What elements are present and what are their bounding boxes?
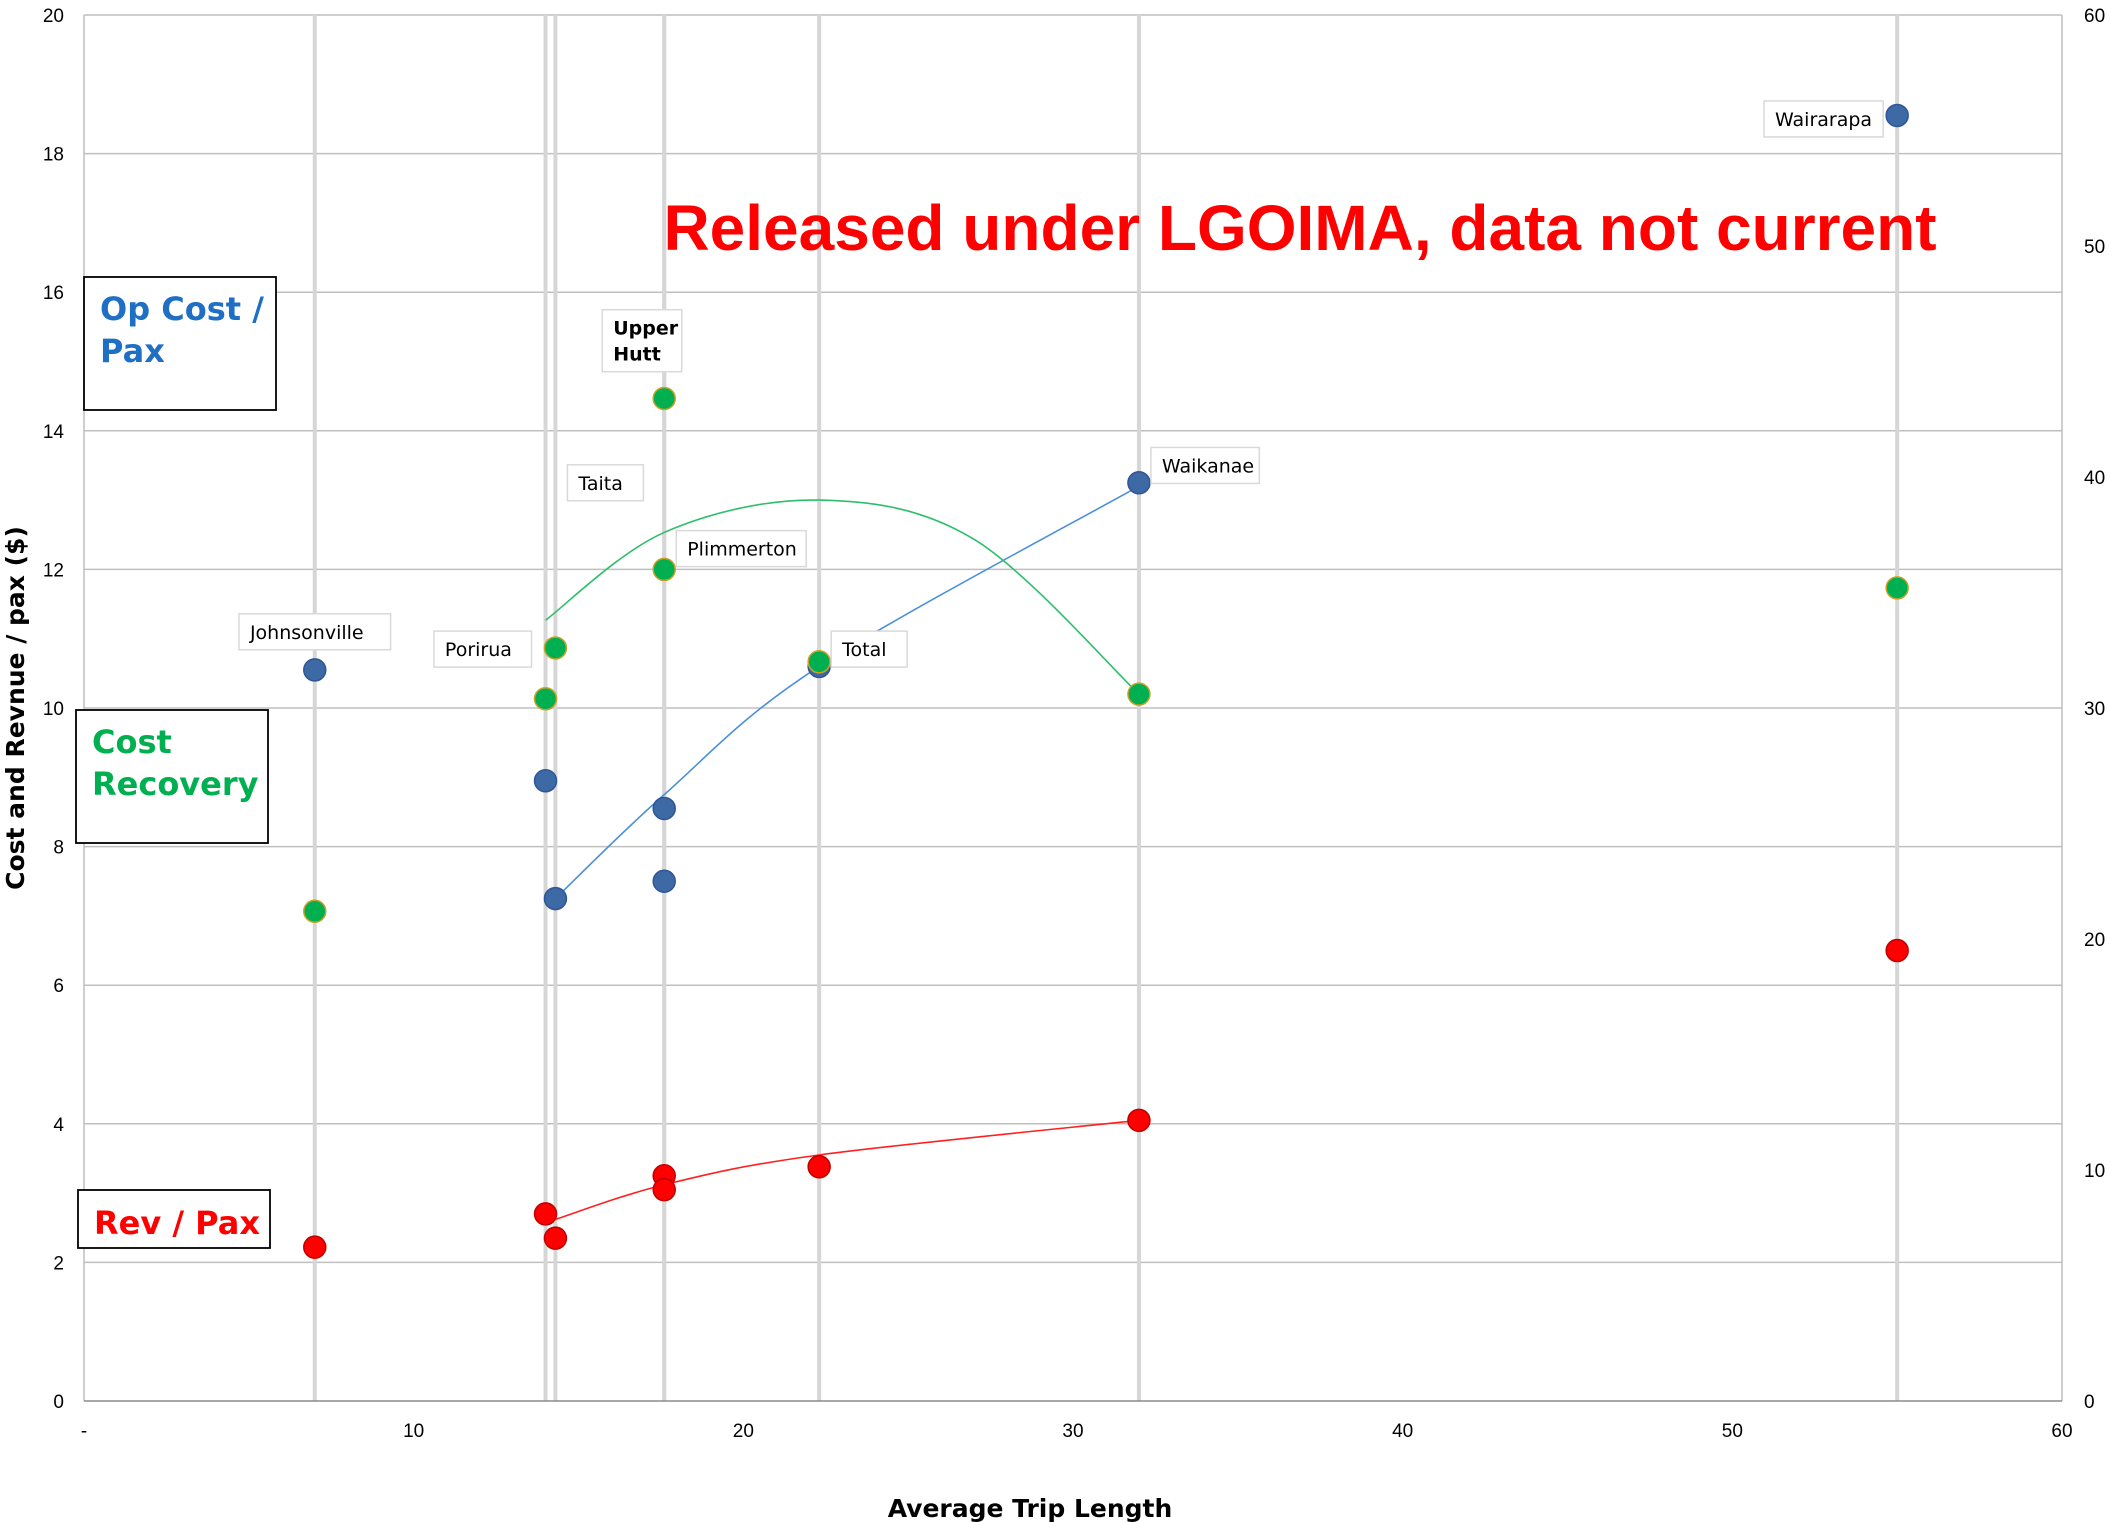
x-tick-label: 30: [1062, 1421, 1083, 1442]
x-tick-label: -: [81, 1421, 87, 1442]
point-op-cost-pax: [543, 886, 568, 911]
y-tick-label: 20: [43, 6, 64, 27]
x-tick-label: 40: [1392, 1421, 1413, 1442]
legend: Op Cost / Pax Cost Recovery Rev / Pax: [75, 276, 277, 1249]
point-cost-recovery: [652, 557, 676, 582]
legend-box: [77, 1189, 271, 1249]
point-rev-pax: [543, 1226, 568, 1250]
gridlines: [84, 14, 2062, 1264]
label-box: [238, 613, 392, 651]
label-taita: Taita: [566, 464, 645, 502]
trend-op-cost-pax: [554, 485, 1140, 900]
trend-cost-recovery: [545, 499, 1140, 695]
x-tick-label: 20: [733, 1421, 754, 1442]
y-tick-label: 18: [43, 145, 64, 166]
label-wairarapa: Wairarapa: [1763, 100, 1884, 138]
x-axis-title: Average Trip Length: [888, 1494, 1173, 1522]
y2-tick-label: 20: [2084, 930, 2105, 951]
label-text: Wairarapa: [1775, 109, 1872, 131]
data-points: [303, 103, 1909, 1259]
label-text: Porirua: [445, 639, 512, 661]
label-box: [1763, 100, 1884, 138]
y2-tick-label: 60: [2084, 6, 2105, 27]
y-tick-label: 0: [53, 1392, 64, 1413]
point-rev-pax: [303, 1235, 327, 1259]
y-tick-label: 2: [53, 1253, 64, 1274]
label-box: [675, 529, 807, 568]
point-op-cost-pax: [1885, 103, 1909, 128]
y-tick-label: 6: [53, 976, 64, 997]
legend-text: Rev / Pax: [94, 1204, 260, 1242]
trend-lines: [545, 485, 1140, 1221]
axes: 0 2 4 6 8 10 12 14 16 18 20 0 10 20 30 40 50 60 - 10 20 30 40 5…: [43, 6, 2105, 1442]
label-box: [830, 630, 908, 668]
label-text: Plimmerton: [687, 539, 797, 561]
legend-box: [83, 276, 277, 411]
point-rev-pax: [652, 1177, 676, 1202]
point-op-cost-pax: [533, 769, 558, 793]
y-tick-label: 14: [43, 422, 65, 443]
watermark-text: Released under LGOIMA, data not current: [663, 192, 1936, 264]
point-cost-recovery: [807, 650, 831, 674]
y-tick-label: 4: [53, 1115, 64, 1136]
station-vertical-lines: [312, 15, 1900, 1401]
point-cost-recovery: [652, 386, 676, 411]
label-plimmerton: Plimmerton: [675, 529, 807, 568]
point-cost-recovery: [1127, 682, 1151, 706]
label-text: Hutt: [613, 344, 661, 366]
legend-item-cost-recovery: Cost Recovery: [75, 709, 269, 844]
point-cost-recovery: [303, 899, 327, 924]
legend-box: [75, 709, 269, 844]
legend-item-op-cost-pax: Op Cost / Pax: [83, 276, 277, 411]
y-tick-label: 10: [43, 699, 64, 720]
label-text: Total: [841, 639, 886, 661]
y2-tick-label: 10: [2084, 1161, 2105, 1182]
label-porirua: Porirua: [433, 630, 533, 668]
label-text: Waikanae: [1162, 455, 1254, 477]
point-rev-pax: [1127, 1108, 1151, 1133]
trend-rev-pax: [555, 1119, 1140, 1221]
point-op-cost-pax: [303, 658, 327, 682]
y-tick-label: 16: [43, 283, 64, 304]
point-op-cost-pax: [652, 796, 676, 821]
point-cost-recovery: [1885, 576, 1909, 600]
legend-text: Op Cost /: [100, 290, 264, 328]
legend-text: Recovery: [92, 765, 259, 803]
point-rev-pax: [533, 1202, 558, 1226]
label-box: [433, 630, 533, 668]
y2-tick-label: 50: [2084, 237, 2105, 258]
point-rev-pax: [807, 1155, 831, 1179]
y-tick-label: 8: [53, 838, 64, 859]
point-op-cost-pax: [1127, 471, 1151, 495]
y2-tick-label: 0: [2084, 1392, 2095, 1413]
point-op-cost-pax: [652, 869, 676, 893]
label-box: [1150, 446, 1261, 485]
legend-text: Cost: [92, 723, 172, 761]
label-waikanae: Waikanae: [1150, 446, 1261, 485]
label-upper-hutt: Upper Hutt: [601, 308, 683, 373]
point-cost-recovery: [533, 687, 558, 711]
y-tick-label: 12: [43, 560, 64, 581]
x-tick-label: 50: [1722, 1421, 1743, 1442]
y2-tick-label: 40: [2084, 468, 2105, 489]
point-rev-pax: [1885, 938, 1909, 963]
legend-text: Pax: [100, 332, 165, 370]
label-text: Upper: [613, 318, 679, 340]
x-tick-label: 10: [403, 1421, 424, 1442]
label-text: Taita: [577, 473, 622, 495]
legend-item-rev-pax: Rev / Pax: [77, 1189, 271, 1249]
label-box: [566, 464, 645, 502]
label-box: [601, 308, 683, 373]
y2-tick-label: 30: [2084, 699, 2105, 720]
x-tick-label: 60: [2051, 1421, 2072, 1442]
point-cost-recovery: [543, 636, 568, 660]
point-labels: Johnsonville Porirua Taita Upper Hutt Plimmer…: [238, 100, 1884, 668]
label-text: Johnsonville: [249, 622, 364, 644]
y-axis-title: Cost and Revnue / pax ($): [1, 526, 30, 890]
label-johnsonville: Johnsonville: [238, 613, 392, 651]
label-total: Total: [830, 630, 908, 668]
